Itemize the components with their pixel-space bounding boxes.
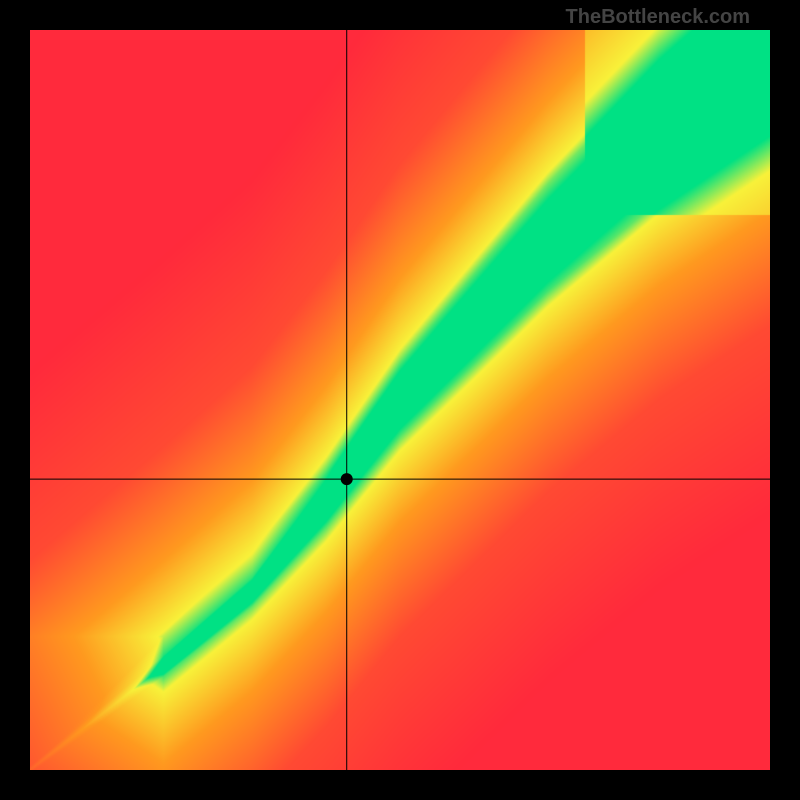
heatmap-canvas [30, 30, 770, 770]
frame-border-bottom [0, 770, 800, 800]
watermark-text: TheBottleneck.com [566, 6, 750, 29]
frame-border-right [770, 0, 800, 800]
frame-border-left [0, 0, 30, 800]
heatmap-plot [30, 30, 770, 770]
